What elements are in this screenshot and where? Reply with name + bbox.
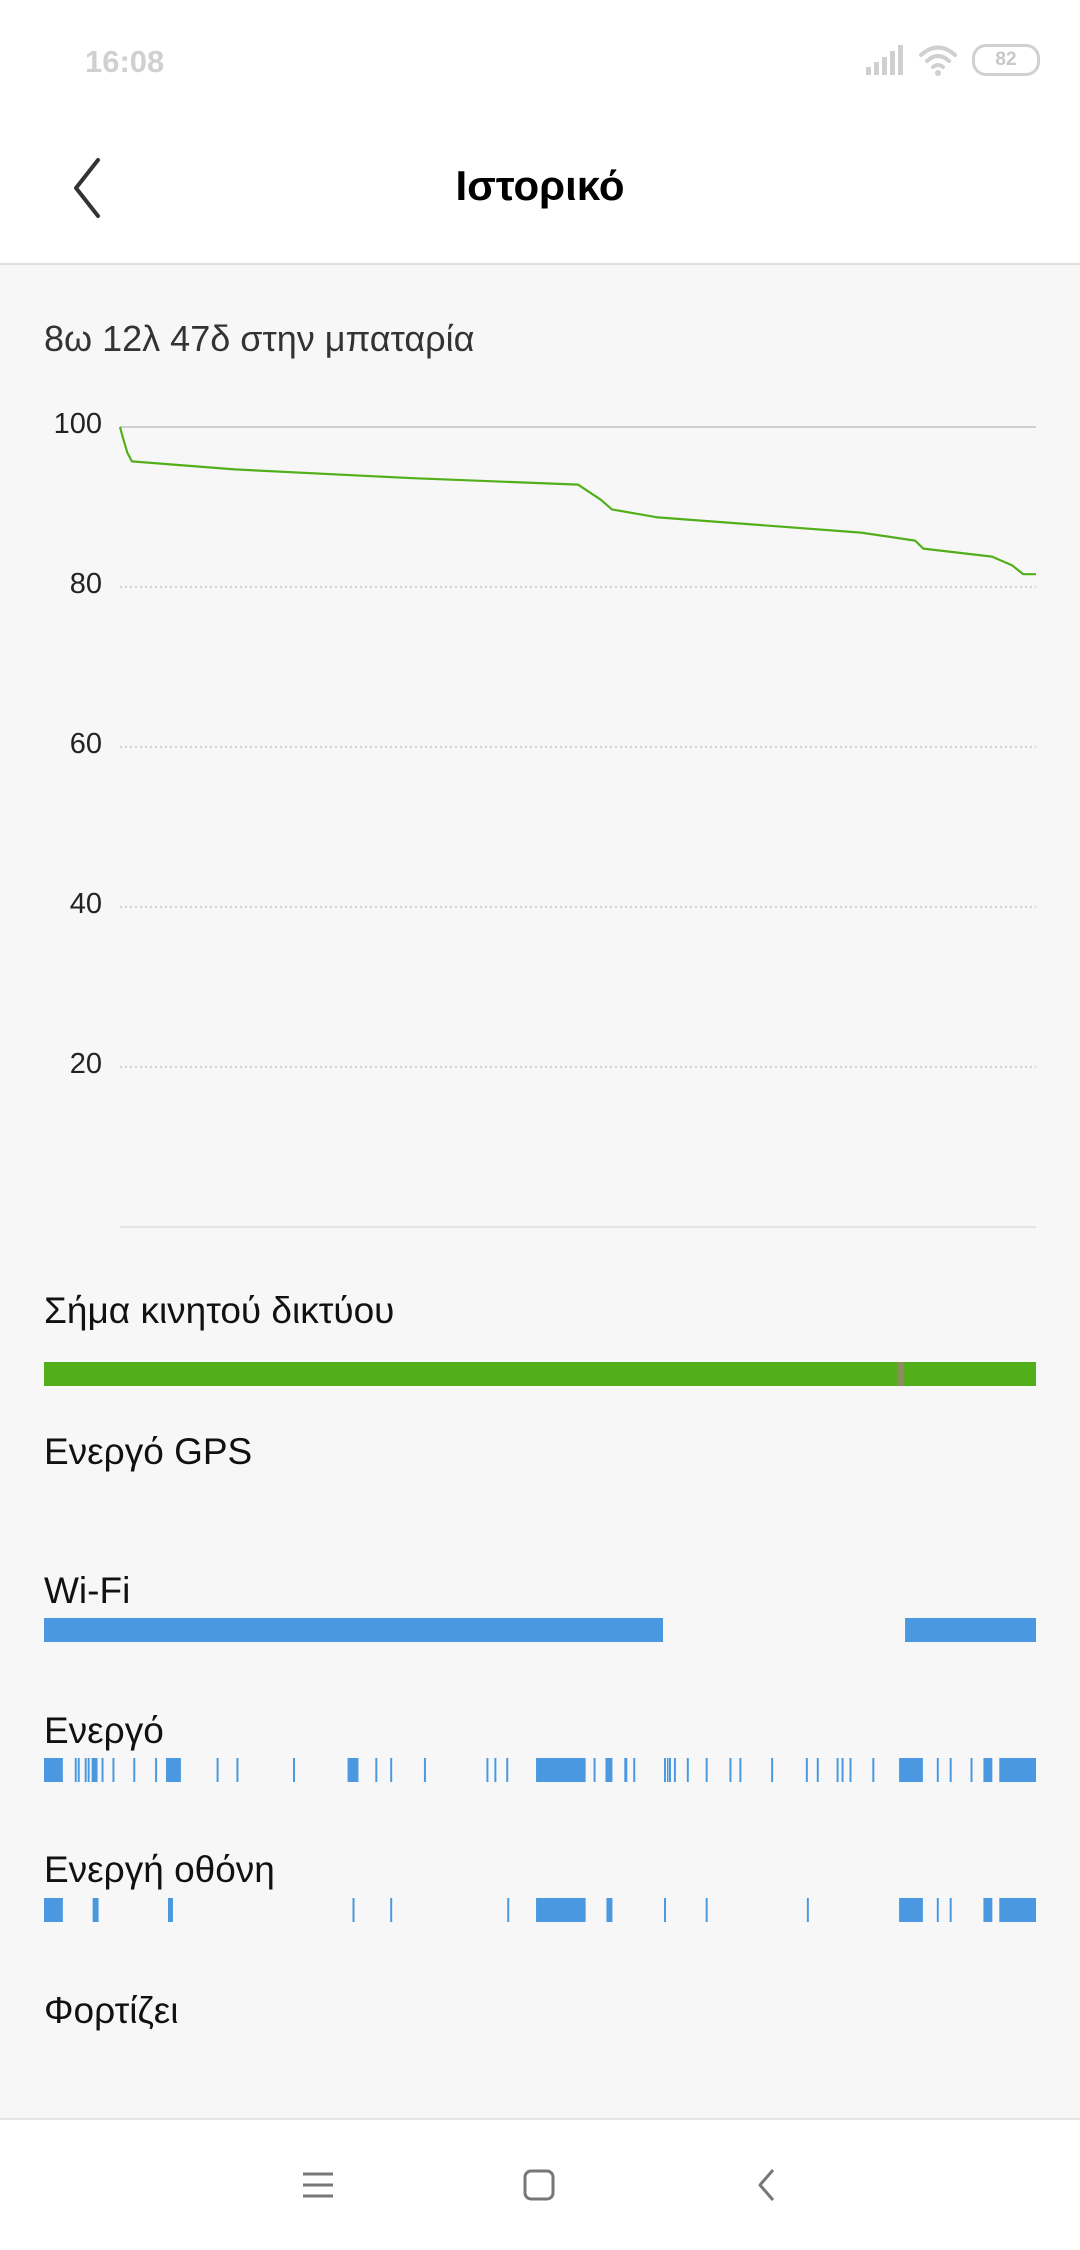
signal-icon: [866, 45, 903, 75]
timeline-segment: [805, 1758, 808, 1782]
timeline-segment: [705, 1898, 708, 1922]
timeline-segment: [390, 1758, 393, 1782]
timeline-segment: [506, 1758, 509, 1782]
back-button[interactable]: [62, 156, 112, 220]
timeline-segment: [999, 1758, 1036, 1782]
timeline-segment: [664, 1898, 666, 1922]
app-header: [0, 0, 1080, 265]
timeline-segment: [970, 1758, 973, 1782]
timeline-segment: [84, 1758, 87, 1782]
timeline-segment: [292, 1758, 295, 1782]
status-icons: 82: [864, 40, 1040, 80]
timeline-segment: [983, 1758, 993, 1782]
row-label-screen-on: Ενεργή οθόνη: [44, 1849, 275, 1890]
y-tick-label: 60: [69, 728, 102, 760]
row-label-wifi: Wi-Fi: [44, 1570, 131, 1611]
row-label-mobile-signal: Σήμα κινητού δικτύου: [44, 1290, 395, 1331]
timeline-segment: [899, 1898, 923, 1922]
timeline-segment: [536, 1758, 586, 1782]
timeline-segment: [494, 1758, 497, 1782]
timeline-segment: [836, 1758, 839, 1782]
timeline-segment: [841, 1758, 844, 1782]
timeline-segment: [423, 1758, 426, 1782]
timeline-segment: [77, 1758, 80, 1782]
timeline-marker: [897, 1362, 905, 1386]
battery-icon: 82: [972, 44, 1040, 76]
timeline-segment: [44, 1618, 664, 1642]
timeline-segment: [729, 1758, 732, 1782]
timeline-segment: [673, 1758, 676, 1782]
timeline-segment: [806, 1898, 809, 1922]
timeline-segment: [486, 1758, 489, 1782]
timeline-segment: [606, 1898, 613, 1922]
timeline-segment: [705, 1758, 708, 1782]
timeline-segment: [216, 1758, 219, 1782]
timeline-segment: [91, 1758, 98, 1782]
y-tick-label: 20: [69, 1048, 102, 1080]
timeline-segment: [686, 1758, 689, 1782]
timeline-segment: [112, 1758, 115, 1782]
timeline-segment: [949, 1758, 952, 1782]
timeline-segment: [92, 1898, 99, 1922]
timeline-segment: [633, 1758, 636, 1782]
battery-level-line: [118, 426, 1036, 576]
row-label-gps: Ενεργό GPS: [44, 1431, 253, 1472]
timeline-segment: [605, 1758, 613, 1782]
timeline-segment: [375, 1758, 378, 1782]
timeline-segment: [872, 1758, 875, 1782]
timeline-segment: [390, 1898, 393, 1922]
timeline-segment: [44, 1758, 63, 1782]
timeline-segment: [44, 1362, 1036, 1386]
timeline-segment: [983, 1898, 993, 1922]
row-label-charging: Φορτίζει: [44, 1990, 179, 2031]
timeline-segment: [936, 1898, 939, 1922]
timeline-segment: [771, 1758, 774, 1782]
timeline-segment: [949, 1898, 952, 1922]
timeline-segment: [166, 1758, 181, 1782]
timeline-segment: [905, 1618, 1036, 1642]
timeline-segment: [668, 1758, 671, 1782]
status-time: 16:08: [85, 44, 165, 79]
timeline-segment: [87, 1758, 90, 1782]
timeline-segment: [236, 1758, 239, 1782]
timeline-segment: [507, 1898, 510, 1922]
wifi-icon: [919, 45, 957, 76]
back-icon[interactable]: [742, 2160, 792, 2210]
timeline-segment: [936, 1758, 939, 1782]
timeline-segment: [666, 1758, 669, 1782]
timeline-segment: [739, 1758, 742, 1782]
timeline-segment: [999, 1898, 1036, 1922]
home-square-icon[interactable]: [514, 2160, 564, 2210]
y-tick-label: 80: [69, 568, 102, 600]
timeline-segment: [664, 1758, 666, 1782]
timeline-segment: [352, 1898, 355, 1922]
timeline-segment: [155, 1758, 158, 1782]
row-label-awake: Ενεργό: [44, 1710, 164, 1751]
timeline-segment: [899, 1758, 923, 1782]
timeline-segment: [624, 1758, 628, 1782]
y-tick-label: 40: [69, 888, 102, 920]
timeline-segment: [593, 1758, 596, 1782]
y-tick-label: 100: [53, 408, 102, 440]
timeline-segment: [816, 1758, 819, 1782]
timeline-segment: [347, 1758, 359, 1782]
battery-duration: 8ω 12λ 47δ στην μπαταρία: [44, 318, 475, 359]
timeline-segment: [536, 1898, 586, 1922]
page-title: Ιστορικό: [455, 162, 625, 209]
timeline-segment: [168, 1898, 173, 1922]
menu-icon[interactable]: [293, 2160, 343, 2210]
timeline-segment: [74, 1758, 77, 1782]
timeline-segment: [44, 1898, 63, 1922]
timeline-segment: [849, 1758, 852, 1782]
navigation-bar: [0, 2118, 1080, 2250]
timeline-segment: [133, 1758, 136, 1782]
timeline-segment: [101, 1758, 104, 1782]
